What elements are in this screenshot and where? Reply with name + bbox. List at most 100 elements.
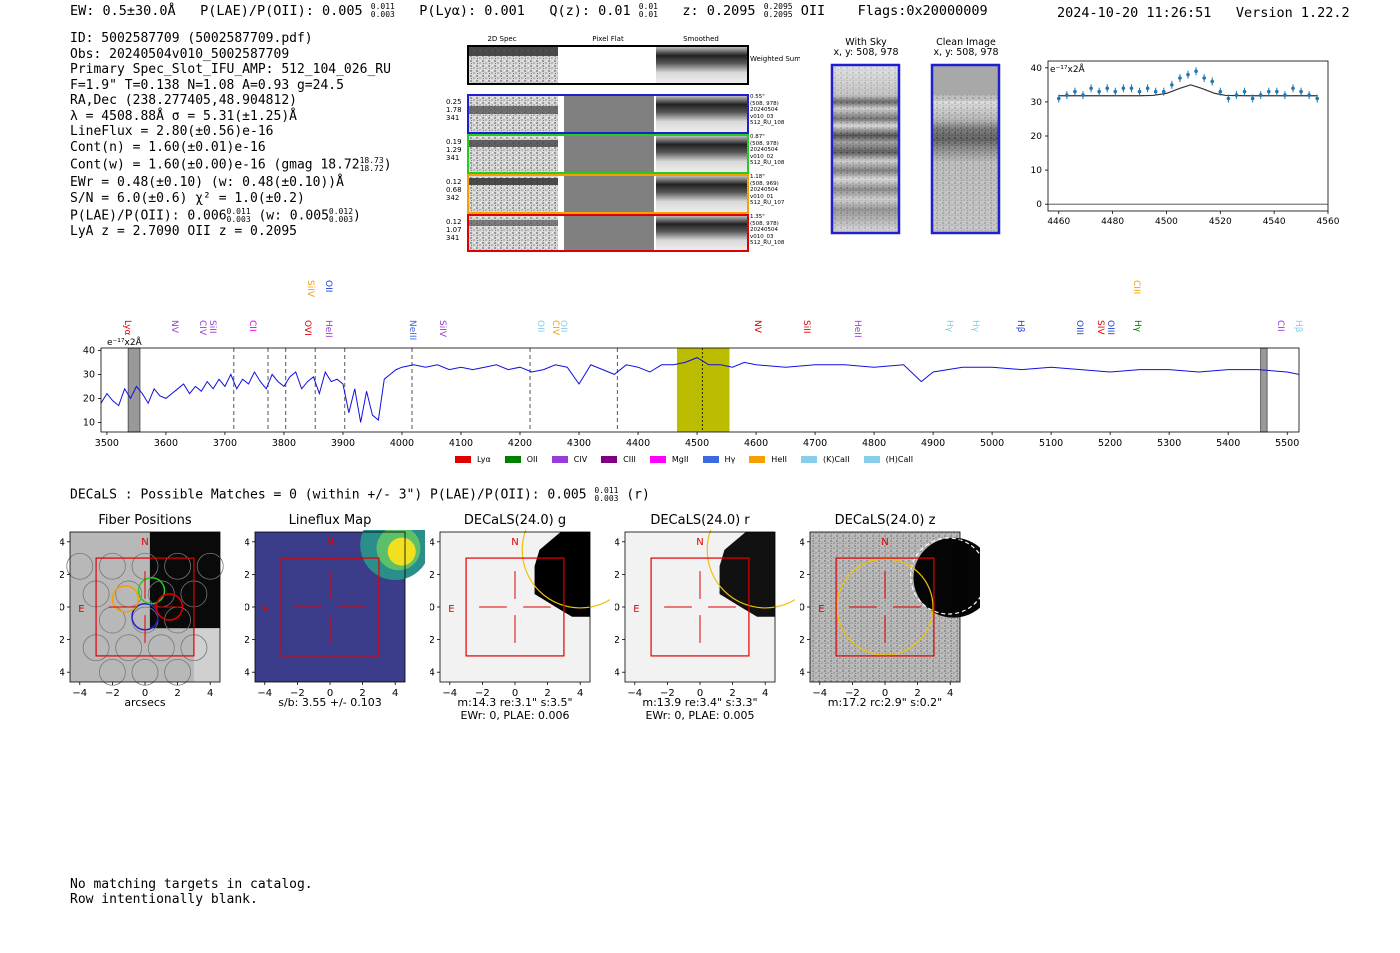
panel-x-tick-label: 0 bbox=[882, 688, 888, 699]
north-label: N bbox=[326, 537, 333, 548]
zoom-data-point bbox=[1194, 69, 1198, 74]
zoom-data-point bbox=[1153, 89, 1158, 94]
panel-y-tick-label: 2 bbox=[615, 635, 620, 646]
zoom-data-point bbox=[1121, 86, 1126, 91]
info-contn: Cont(n) = 1.60(±0.01)e-16 bbox=[70, 139, 266, 155]
panel-x-tick-label: 4 bbox=[762, 688, 768, 699]
spec-x-tick-label: 3900 bbox=[331, 438, 355, 449]
line-label-lower: OIII bbox=[1105, 320, 1115, 335]
panel-x-tick-label: −4 bbox=[442, 688, 457, 699]
fiber-circle bbox=[98, 658, 126, 686]
cutout-header-2dspec: 2D Spec bbox=[487, 35, 516, 43]
info-lyaz: LyA z = 2.7090 OII z = 0.2095 bbox=[70, 224, 297, 239]
image-panels: Fiber Positions N E −4 4 −2 2 0 0 2 −2 4 −4 arcsecs Li… bbox=[0, 510, 1400, 730]
panel-x-tick-label: −4 bbox=[812, 688, 827, 699]
line-label-lower: SiII bbox=[801, 320, 811, 334]
bright-source bbox=[149, 532, 220, 629]
north-label: N bbox=[511, 537, 518, 548]
panel-caption: arcsecs bbox=[124, 696, 166, 709]
fiber-circle bbox=[164, 552, 192, 580]
cutout-left-2: 0.12 0.68 342 bbox=[446, 178, 462, 202]
legend-item: (H)CaII bbox=[863, 455, 913, 464]
line-label-upper: OII bbox=[323, 280, 333, 292]
zoom-x-tick-label: 4520 bbox=[1209, 217, 1232, 227]
spec-mask-left bbox=[127, 347, 141, 433]
zoom-data-point bbox=[1161, 89, 1166, 94]
weighted-sum-smoothed bbox=[656, 46, 748, 84]
east-label: E bbox=[448, 604, 454, 615]
panel-y-tick-label: 0 bbox=[430, 603, 435, 614]
panel-y-tick-label: 2 bbox=[430, 635, 435, 646]
spec-highlight-band bbox=[676, 348, 730, 432]
line-label-lower: SIV bbox=[1095, 320, 1105, 335]
spec-x-tick-label: 5500 bbox=[1275, 438, 1299, 449]
panel-x-tick-label: −2 bbox=[105, 688, 120, 699]
legend-label: MgII bbox=[671, 455, 689, 464]
north-label: N bbox=[141, 537, 148, 548]
zoom-x-tick-label: 4460 bbox=[1047, 217, 1070, 227]
zoom-data-point bbox=[1218, 89, 1223, 94]
panel-y-tick-label: 2 bbox=[245, 635, 250, 646]
panel-x-tick-label: 4 bbox=[392, 688, 398, 699]
zoom-data-point bbox=[1299, 89, 1303, 94]
header-z: z: 0.2095 bbox=[682, 3, 756, 19]
line-label-lower: Hγ bbox=[944, 320, 954, 333]
zoom-data-point bbox=[1065, 93, 1069, 97]
footer-line-2: Row intentionally blank. bbox=[70, 892, 258, 907]
fiber-bg-patch bbox=[193, 628, 220, 682]
spec-x-tick-label: 4100 bbox=[449, 438, 473, 449]
legend-item: OII bbox=[504, 455, 538, 464]
line-label-lower: Hβ bbox=[1293, 320, 1303, 333]
info-primary: Primary Spec_Slot_IFU_AMP: 512_104_026_R… bbox=[70, 62, 391, 77]
header-flags: Flags:0x20000009 bbox=[857, 3, 988, 19]
zoom-spectrum-chart: e⁻¹⁷x2Å 4460 4480 4500 4520 4540 4560 0 10 20 30 4… bbox=[1031, 60, 1340, 227]
line-label-lower: Hβ bbox=[1015, 320, 1025, 333]
fiber-circle bbox=[131, 658, 159, 686]
panel-x-tick-label: 2 bbox=[359, 688, 365, 699]
header-plya: P(Lyα): 0.001 bbox=[419, 3, 525, 19]
legend-swatch bbox=[649, 456, 666, 463]
panel-y-tick-label: 0 bbox=[800, 603, 805, 614]
panel-y-tick-label: −2 bbox=[245, 570, 250, 581]
line-label-lower: Hγ bbox=[970, 320, 980, 333]
spec-x-tick-label: 4000 bbox=[390, 438, 414, 449]
fiber-circle bbox=[164, 658, 192, 686]
panel-x-tick-label: −2 bbox=[475, 688, 490, 699]
panel-x-tick-label: 2 bbox=[174, 688, 180, 699]
zoom-data-point bbox=[1202, 76, 1206, 80]
cutout-right-3: 1.35" (508, 978) 20240504 v010_03 512_RU_108 bbox=[750, 214, 785, 246]
info-block: ID: 5002587709 (5002587709.pdf) Obs: 202… bbox=[70, 31, 392, 240]
legend-swatch bbox=[455, 456, 471, 463]
image-panel-0: Fiber Positions N E −4 4 −2 2 0 0 2 −2 4 −4 arcsecs bbox=[60, 510, 240, 730]
panel-y-tick-label: −2 bbox=[800, 570, 805, 581]
spec-x-tick-label: 4700 bbox=[803, 438, 827, 449]
zoom-data-point bbox=[1105, 86, 1110, 91]
panel-y-tick-label: 4 bbox=[60, 668, 65, 679]
zoom-data-point bbox=[1283, 93, 1287, 97]
header-z-frac: 0.2095 0.2095 bbox=[763, 2, 793, 19]
east-label: E bbox=[818, 604, 824, 615]
zoom-y-tick-label: 10 bbox=[1031, 166, 1043, 176]
line-label-lower: OVI bbox=[302, 320, 312, 336]
info-plae: P(LAE)/P(OII): 0.006 0.011 0.003 (w: 0.005… bbox=[70, 207, 361, 224]
spec-unit-label: e⁻¹⁷x2Å bbox=[107, 336, 143, 348]
decals-z-aperture bbox=[836, 558, 934, 656]
zoom-data-point bbox=[1275, 89, 1279, 94]
zoom-data-point bbox=[1250, 96, 1255, 101]
zoom-data-point bbox=[1056, 96, 1061, 101]
cutout-row-0 bbox=[467, 94, 749, 134]
legend-item: Lyα bbox=[455, 455, 491, 464]
legend-label: (K)CaII bbox=[822, 455, 850, 464]
spec-x-tick-label: 4800 bbox=[862, 438, 886, 449]
header-bar: EW: 0.5±30.0Å P(LAE)/P(OII): 0.005 0.011… bbox=[70, 2, 988, 20]
line-label-upper: CIII bbox=[1131, 280, 1141, 294]
spec-y-tick-label: 40 bbox=[83, 345, 95, 356]
cutout-header-smoothed: Smoothed bbox=[683, 35, 719, 43]
legend-swatch bbox=[702, 456, 719, 463]
panel-y-tick-label: 0 bbox=[245, 603, 250, 614]
legend-swatch bbox=[749, 456, 766, 463]
decals-aperture bbox=[521, 530, 610, 609]
panel-caption-2: EWr: 0, PLAE: 0.005 bbox=[645, 709, 755, 722]
